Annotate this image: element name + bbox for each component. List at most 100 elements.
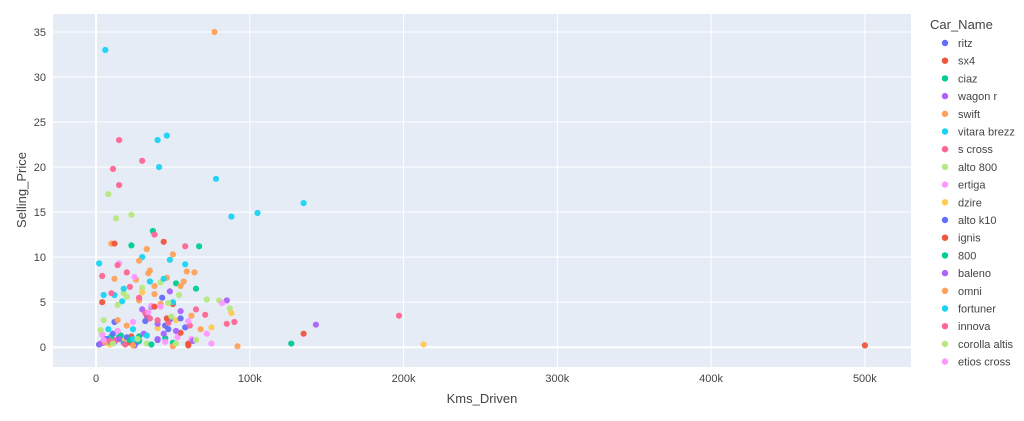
data-point[interactable]	[100, 336, 107, 344]
data-point[interactable]	[228, 213, 235, 220]
data-point[interactable]	[97, 327, 104, 334]
legend-item[interactable]: fortuner	[941, 304, 996, 316]
legend-item[interactable]: s cross	[941, 144, 994, 156]
data-point[interactable]	[211, 28, 218, 36]
legend-item[interactable]: etios cross	[941, 357, 1011, 369]
data-point[interactable]	[165, 300, 172, 307]
data-point[interactable]	[112, 215, 120, 222]
data-point[interactable]	[174, 334, 181, 341]
data-point[interactable]	[228, 309, 235, 317]
data-point[interactable]	[129, 318, 137, 326]
data-point[interactable]	[136, 257, 143, 264]
data-point[interactable]	[160, 238, 167, 245]
data-point[interactable]	[122, 341, 129, 348]
data-point[interactable]	[156, 164, 163, 171]
data-point[interactable]	[143, 332, 150, 339]
data-point[interactable]	[151, 231, 158, 238]
data-point[interactable]	[114, 301, 121, 308]
data-point[interactable]	[109, 340, 117, 347]
data-point[interactable]	[191, 269, 198, 276]
legend-item[interactable]: corolla altis	[941, 339, 1014, 351]
data-point[interactable]	[102, 46, 109, 54]
legend-item[interactable]: dzire	[941, 197, 982, 209]
data-point[interactable]	[163, 132, 170, 139]
data-point[interactable]	[143, 340, 150, 347]
data-point[interactable]	[154, 325, 161, 332]
data-point[interactable]	[129, 336, 137, 343]
legend-item[interactable]: wagon r	[941, 91, 998, 103]
data-point[interactable]	[111, 240, 118, 247]
legend-item[interactable]: innova	[941, 321, 991, 333]
data-point[interactable]	[108, 290, 115, 297]
data-point[interactable]	[99, 272, 106, 280]
data-point[interactable]	[177, 308, 184, 315]
data-point[interactable]	[234, 343, 241, 350]
data-point[interactable]	[154, 137, 161, 144]
legend-item[interactable]: 800	[941, 250, 977, 262]
data-point[interactable]	[109, 330, 117, 337]
data-point[interactable]	[128, 242, 135, 249]
data-point[interactable]	[151, 303, 158, 310]
data-point[interactable]	[116, 182, 123, 189]
data-point[interactable]	[146, 315, 153, 322]
data-point[interactable]	[185, 342, 192, 349]
data-point[interactable]	[151, 282, 158, 290]
data-point[interactable]	[172, 280, 180, 287]
data-point[interactable]	[114, 262, 121, 269]
data-point[interactable]	[123, 322, 130, 329]
data-point[interactable]	[169, 299, 176, 306]
data-point[interactable]	[139, 289, 146, 296]
data-point[interactable]	[116, 137, 123, 144]
data-point[interactable]	[129, 326, 137, 333]
data-point[interactable]	[165, 326, 172, 333]
data-point[interactable]	[105, 326, 112, 333]
data-point[interactable]	[183, 268, 190, 275]
data-point[interactable]	[96, 260, 103, 267]
data-point[interactable]	[134, 336, 141, 343]
data-point[interactable]	[180, 278, 187, 285]
data-point[interactable]	[203, 296, 210, 303]
legend-item[interactable]: ritz	[941, 38, 973, 50]
legend-item[interactable]: ciaz	[941, 73, 978, 85]
data-point[interactable]	[192, 336, 200, 344]
data-point[interactable]	[203, 330, 210, 337]
data-point[interactable]	[208, 340, 215, 347]
legend-item[interactable]: baleno	[941, 268, 991, 280]
data-point[interactable]	[202, 311, 209, 318]
data-point[interactable]	[169, 251, 176, 258]
data-point[interactable]	[123, 269, 130, 276]
data-point[interactable]	[114, 327, 121, 335]
data-point[interactable]	[166, 288, 173, 295]
data-point[interactable]	[142, 318, 149, 325]
data-point[interactable]	[145, 309, 152, 316]
data-point[interactable]	[126, 283, 133, 290]
data-point[interactable]	[223, 320, 230, 327]
data-point[interactable]	[160, 275, 167, 282]
data-point[interactable]	[219, 300, 226, 307]
legend-item[interactable]: alto k10	[941, 215, 997, 227]
data-point[interactable]	[129, 342, 137, 349]
legend-item[interactable]: vitara brezz	[941, 127, 1015, 139]
data-point[interactable]	[312, 321, 319, 328]
data-point[interactable]	[861, 342, 869, 349]
data-point[interactable]	[100, 291, 107, 299]
data-point[interactable]	[119, 298, 126, 305]
data-point[interactable]	[114, 317, 121, 324]
data-point[interactable]	[105, 191, 112, 198]
data-point[interactable]	[231, 318, 238, 326]
data-point[interactable]	[208, 324, 215, 331]
legend-item[interactable]: ertiga	[941, 180, 987, 192]
data-point[interactable]	[99, 299, 106, 306]
data-point[interactable]	[148, 341, 155, 348]
data-point[interactable]	[182, 261, 189, 268]
data-point[interactable]	[177, 315, 184, 322]
data-point[interactable]	[254, 209, 261, 217]
data-point[interactable]	[188, 312, 195, 319]
data-point[interactable]	[123, 293, 130, 300]
legend-item[interactable]: alto 800	[941, 162, 997, 174]
legend-item[interactable]: swift	[941, 109, 980, 121]
data-point[interactable]	[182, 243, 189, 250]
legend-item[interactable]: omni	[941, 286, 982, 298]
data-point[interactable]	[168, 313, 175, 320]
data-point[interactable]	[116, 336, 123, 343]
